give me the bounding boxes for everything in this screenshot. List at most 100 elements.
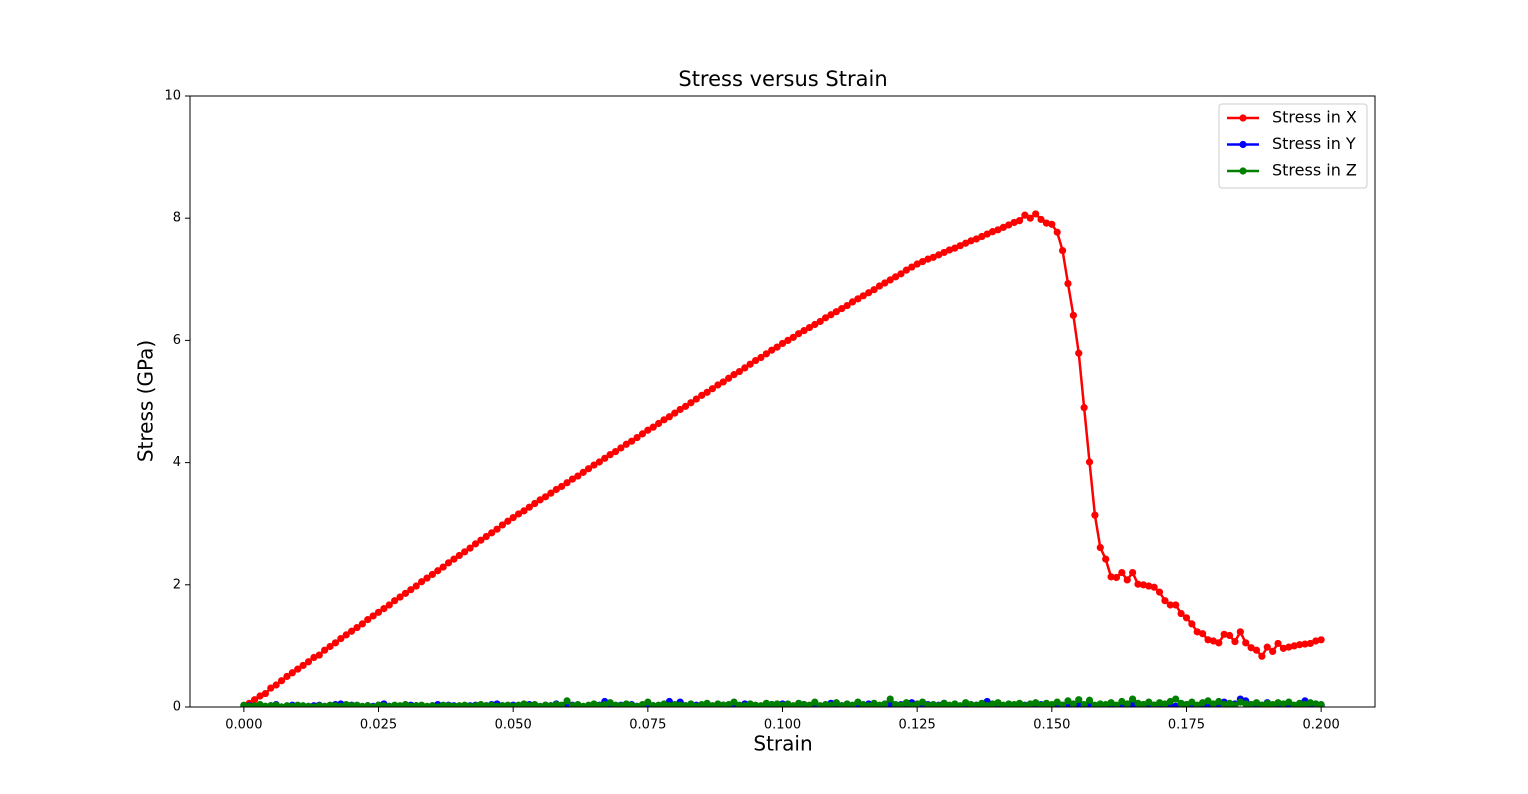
data-point xyxy=(951,244,959,252)
data-point xyxy=(870,286,878,294)
data-point xyxy=(391,597,399,605)
x-tick-label: 0.100 xyxy=(764,718,801,733)
data-point xyxy=(498,702,507,707)
data-point xyxy=(1080,404,1088,412)
data-point xyxy=(935,251,943,259)
data-point xyxy=(816,702,824,707)
data-point xyxy=(988,700,997,707)
data-point xyxy=(778,339,787,348)
data-point xyxy=(703,699,711,707)
data-point xyxy=(811,698,819,706)
x-tick-label: 0.075 xyxy=(629,718,666,733)
data-point xyxy=(536,702,544,707)
data-point xyxy=(757,353,765,362)
data-point xyxy=(967,700,975,707)
data-point xyxy=(1139,581,1147,589)
data-point xyxy=(1112,573,1121,582)
data-point xyxy=(1285,698,1293,706)
data-point xyxy=(1064,279,1072,288)
data-point xyxy=(773,343,781,351)
data-point xyxy=(1075,696,1083,704)
data-point xyxy=(1177,609,1185,618)
data-point xyxy=(768,346,776,354)
data-point xyxy=(1290,701,1298,707)
data-point xyxy=(482,702,490,707)
data-point xyxy=(1026,214,1034,222)
data-point xyxy=(283,702,291,707)
data-point xyxy=(418,578,426,586)
data-point xyxy=(563,479,571,487)
data-point xyxy=(1005,700,1013,707)
data-point xyxy=(692,395,700,403)
data-point xyxy=(1274,639,1282,648)
data-point xyxy=(601,454,609,462)
data-point xyxy=(735,367,744,376)
data-point xyxy=(1118,568,1126,577)
data-point xyxy=(455,702,463,707)
data-point xyxy=(471,702,480,707)
data-point xyxy=(509,702,517,707)
legend-marker xyxy=(1239,167,1247,175)
data-point xyxy=(902,266,910,274)
data-point xyxy=(644,698,652,706)
data-point xyxy=(617,702,625,707)
data-point xyxy=(617,444,625,452)
data-point xyxy=(1118,697,1126,706)
data-point xyxy=(520,700,528,707)
data-point xyxy=(832,699,840,707)
data-point xyxy=(1317,700,1325,707)
data-point xyxy=(1252,646,1261,654)
data-point xyxy=(681,402,690,410)
data-point xyxy=(488,529,496,537)
data-point xyxy=(1145,582,1153,590)
data-point xyxy=(687,700,695,707)
data-point xyxy=(848,701,857,707)
data-point xyxy=(520,507,528,515)
data-point xyxy=(558,701,566,707)
data-point xyxy=(482,532,490,541)
data-point xyxy=(568,475,577,483)
data-point xyxy=(574,700,582,707)
series xyxy=(240,695,1325,707)
data-point xyxy=(1107,573,1115,581)
data-point xyxy=(337,634,345,643)
data-point xyxy=(558,482,566,491)
data-point xyxy=(1301,640,1309,648)
data-point xyxy=(509,513,517,522)
data-point xyxy=(321,646,329,654)
data-point xyxy=(886,276,894,284)
data-point xyxy=(1096,543,1104,552)
data-point xyxy=(321,702,329,707)
data-point xyxy=(859,292,867,300)
data-point xyxy=(1134,699,1142,707)
data-point xyxy=(1279,644,1288,652)
data-point xyxy=(655,419,663,428)
data-point xyxy=(444,559,453,567)
data-point xyxy=(1166,601,1174,609)
data-point xyxy=(493,525,501,533)
data-point xyxy=(892,700,900,707)
legend-label: Stress in Y xyxy=(1272,134,1356,153)
data-point xyxy=(1069,700,1077,707)
data-point xyxy=(999,701,1007,707)
data-point xyxy=(1123,576,1131,584)
data-point xyxy=(676,405,684,414)
data-point xyxy=(428,702,436,707)
data-point xyxy=(552,485,560,494)
data-point xyxy=(541,493,550,501)
data-point xyxy=(1026,700,1034,707)
data-point xyxy=(1129,568,1137,577)
data-point xyxy=(1042,219,1051,227)
data-point xyxy=(514,510,523,518)
data-point xyxy=(584,701,593,707)
data-point xyxy=(843,301,851,310)
data-point xyxy=(525,702,533,707)
series xyxy=(240,210,1325,707)
data-point xyxy=(1295,699,1304,707)
data-point xyxy=(353,623,361,632)
data-point xyxy=(725,374,733,382)
y-axis-label: Stress (GPa) xyxy=(134,340,158,462)
data-point xyxy=(1129,695,1137,703)
data-point xyxy=(574,472,582,480)
data-point xyxy=(811,320,819,329)
